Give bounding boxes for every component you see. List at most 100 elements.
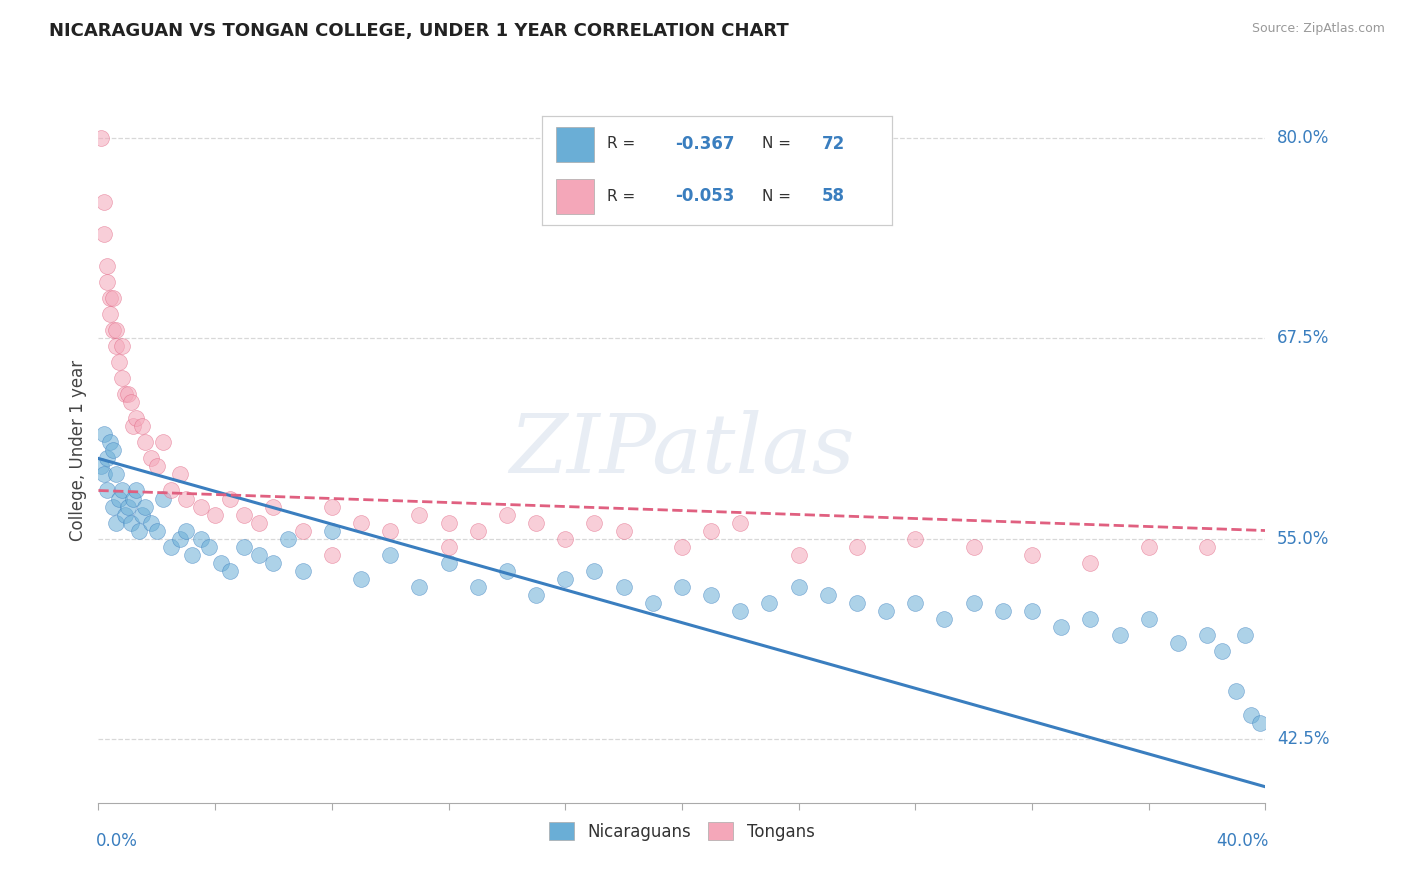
Point — [146, 459, 169, 474]
Point — [198, 540, 221, 554]
Point — [122, 491, 145, 506]
Point — [117, 387, 139, 401]
Point — [817, 588, 839, 602]
Point — [262, 556, 284, 570]
Point — [408, 508, 430, 522]
Text: 67.5%: 67.5% — [1277, 329, 1330, 347]
Point — [467, 524, 489, 538]
Point — [128, 524, 150, 538]
Point — [554, 532, 576, 546]
Point — [291, 564, 314, 578]
Point — [134, 435, 156, 450]
Point — [134, 500, 156, 514]
Point — [671, 540, 693, 554]
Point — [524, 516, 547, 530]
Point — [131, 508, 153, 522]
Point — [174, 524, 197, 538]
Point — [787, 580, 810, 594]
Point — [104, 323, 127, 337]
Point — [160, 483, 183, 498]
Point — [277, 532, 299, 546]
Point — [120, 395, 142, 409]
Point — [139, 516, 162, 530]
Point — [169, 532, 191, 546]
Text: 0.0%: 0.0% — [96, 831, 138, 849]
Point — [104, 467, 127, 482]
Text: 55.0%: 55.0% — [1277, 530, 1330, 548]
Point — [1233, 627, 1256, 641]
Legend: Nicaraguans, Tongans: Nicaraguans, Tongans — [543, 816, 821, 847]
Point — [321, 524, 343, 538]
Point — [160, 540, 183, 554]
Point — [125, 483, 148, 498]
Point — [101, 500, 124, 514]
Point — [262, 500, 284, 514]
Point — [612, 580, 634, 594]
Point — [496, 564, 519, 578]
Point — [233, 540, 256, 554]
Point — [104, 516, 127, 530]
Point — [496, 508, 519, 522]
Point — [991, 604, 1014, 618]
Point — [169, 467, 191, 482]
Point — [1249, 715, 1271, 730]
Point — [730, 516, 752, 530]
Point — [350, 572, 373, 586]
Point — [98, 291, 121, 305]
Point — [174, 491, 197, 506]
Point — [96, 483, 118, 498]
Point — [93, 227, 115, 242]
Point — [180, 548, 202, 562]
Point — [583, 564, 606, 578]
Point — [1225, 683, 1247, 698]
Point — [641, 596, 664, 610]
Point — [90, 459, 112, 474]
Point — [190, 532, 212, 546]
Point — [437, 516, 460, 530]
Point — [1108, 627, 1130, 641]
Point — [111, 339, 134, 353]
Text: 42.5%: 42.5% — [1277, 730, 1330, 747]
Point — [1080, 556, 1102, 570]
Point — [233, 508, 256, 522]
Point — [846, 540, 869, 554]
Point — [1021, 548, 1043, 562]
Point — [554, 572, 576, 586]
Point — [1167, 635, 1189, 649]
Point — [467, 580, 489, 594]
Point — [380, 524, 402, 538]
Point — [101, 291, 124, 305]
Point — [209, 556, 232, 570]
Point — [114, 508, 136, 522]
Point — [1195, 627, 1218, 641]
Point — [408, 580, 430, 594]
Point — [98, 307, 121, 321]
Point — [787, 548, 810, 562]
Point — [1080, 612, 1102, 626]
Point — [1195, 540, 1218, 554]
Point — [904, 532, 927, 546]
Point — [1137, 540, 1160, 554]
Point — [104, 339, 127, 353]
Point — [291, 524, 314, 538]
Point — [1137, 612, 1160, 626]
Point — [108, 491, 131, 506]
Y-axis label: College, Under 1 year: College, Under 1 year — [69, 359, 87, 541]
Point — [962, 540, 984, 554]
Point — [108, 355, 131, 369]
Point — [437, 556, 460, 570]
Point — [904, 596, 927, 610]
Point — [350, 516, 373, 530]
Point — [247, 516, 270, 530]
Point — [98, 435, 121, 450]
Point — [152, 491, 174, 506]
Point — [700, 588, 723, 602]
Point — [101, 323, 124, 337]
Point — [962, 596, 984, 610]
Point — [204, 508, 226, 522]
Text: ZIPatlas: ZIPatlas — [509, 410, 855, 491]
Point — [1050, 620, 1073, 634]
Point — [93, 427, 115, 442]
Point — [111, 483, 134, 498]
Point — [1211, 643, 1233, 657]
